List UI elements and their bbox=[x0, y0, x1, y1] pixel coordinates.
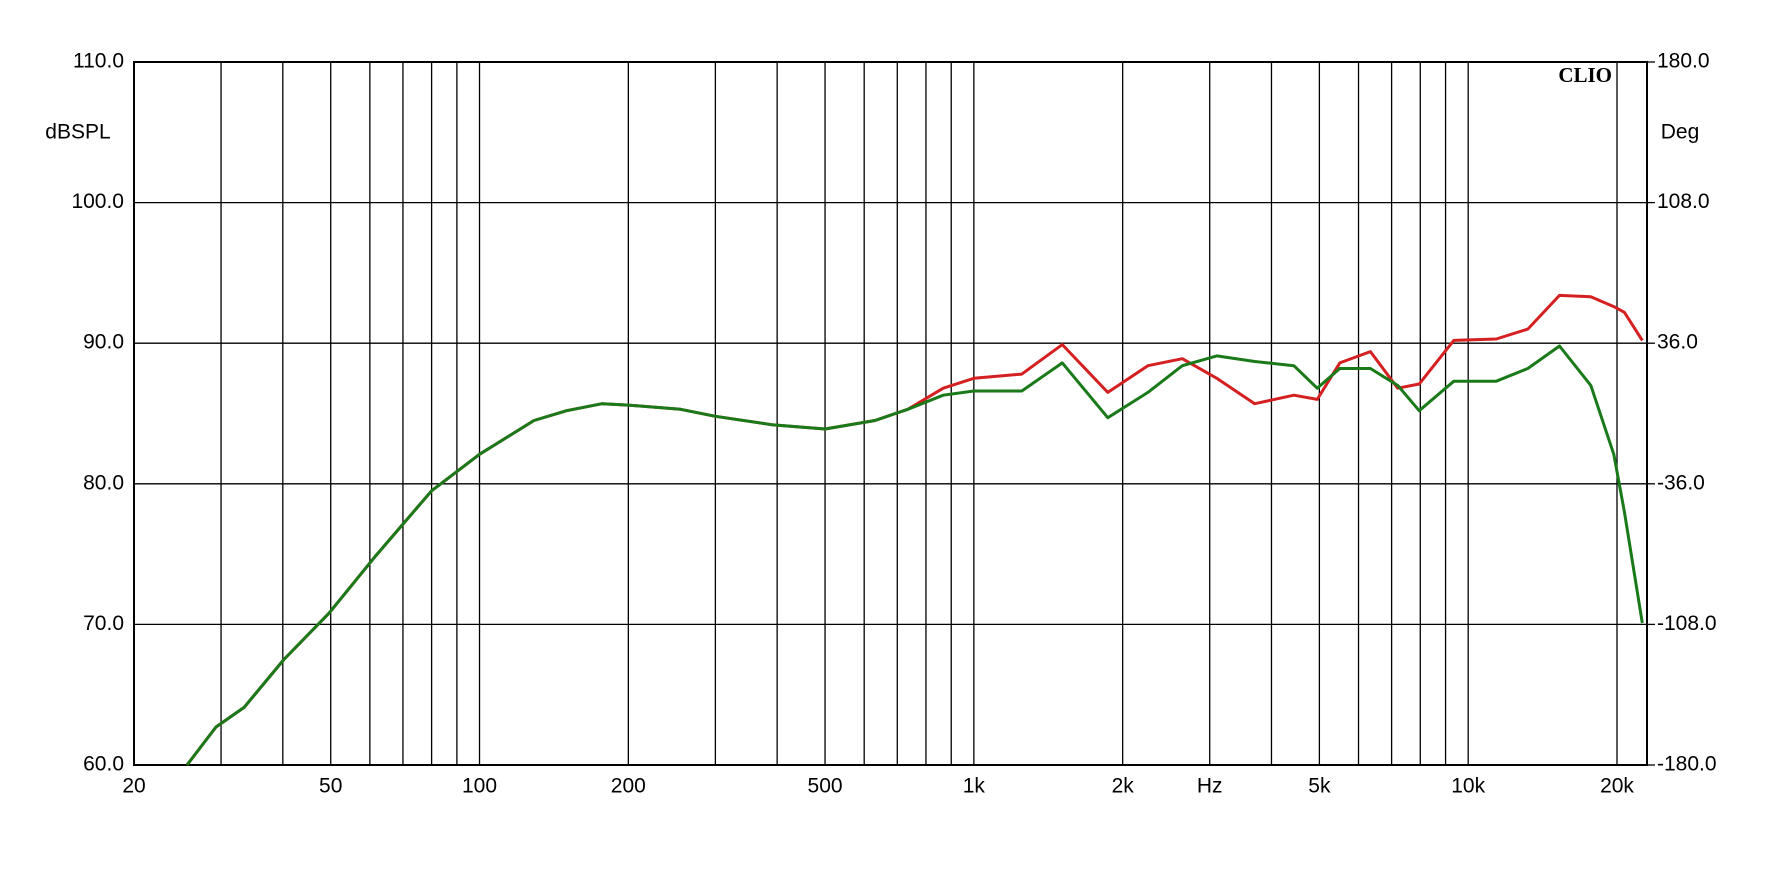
y2-tick-label: 36.0 bbox=[1657, 331, 1698, 354]
x-tick-label: 20 bbox=[122, 775, 145, 798]
y-tick-label: 100.0 bbox=[71, 190, 124, 213]
y2-tick-label: 108.0 bbox=[1657, 190, 1710, 213]
x-tick-label: Hz bbox=[1197, 775, 1223, 798]
x-tick-label: 20k bbox=[1600, 775, 1634, 798]
x-tick-label: 2k bbox=[1112, 775, 1135, 798]
y-tick-label: 90.0 bbox=[83, 331, 124, 354]
x-tick-label: 100 bbox=[462, 775, 497, 798]
x-tick-label: 10k bbox=[1451, 775, 1485, 798]
y-tick-label: 80.0 bbox=[83, 471, 124, 494]
y2-tick-label: -36.0 bbox=[1657, 471, 1705, 494]
y2-tick-label: -180.0 bbox=[1657, 753, 1717, 776]
x-tick-label: 5k bbox=[1308, 775, 1331, 798]
y-tick-label: 110.0 bbox=[73, 50, 124, 73]
y2-tick-label: -108.0 bbox=[1657, 612, 1717, 635]
y-axis-label: dBSPL bbox=[45, 121, 110, 144]
x-tick-label: 50 bbox=[319, 775, 342, 798]
chart-title: CLIO bbox=[1558, 63, 1612, 87]
x-tick-label: 200 bbox=[611, 775, 646, 798]
x-tick-label: 1k bbox=[963, 775, 986, 798]
x-tick-label: 500 bbox=[808, 775, 843, 798]
plot-frame bbox=[133, 61, 1648, 766]
y2-axis-label: Deg bbox=[1661, 121, 1700, 144]
series-line bbox=[185, 293, 1644, 766]
series-line bbox=[185, 344, 1644, 766]
y-tick-label: 70.0 bbox=[83, 612, 124, 635]
y-tick-label: 60.0 bbox=[83, 753, 124, 776]
y2-tick-label: 180.0 bbox=[1657, 50, 1710, 73]
